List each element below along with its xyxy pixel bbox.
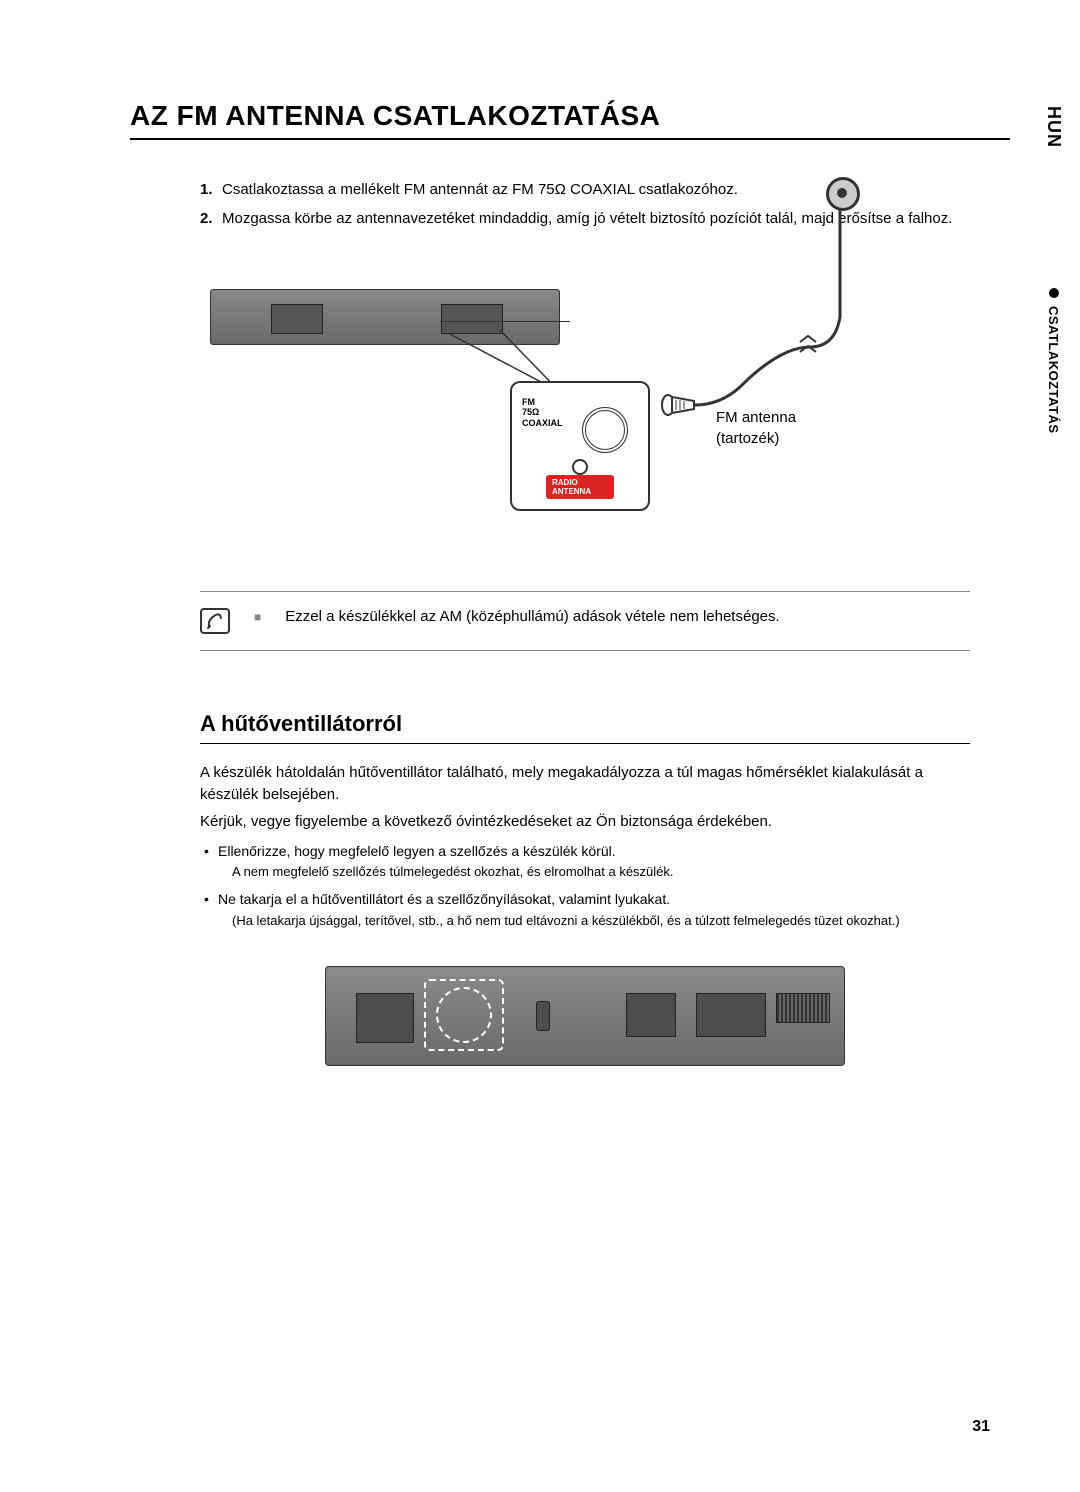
tab-dot-icon <box>1049 288 1059 298</box>
coaxial-port-icon <box>582 407 628 453</box>
antenna-diagram: FM 75Ω COAXIAL RADIO ANTENNA FM antenna … <box>200 261 970 541</box>
list-item: Ellenőrizze, hogy megfelelő legyen a sze… <box>204 841 970 881</box>
antenna-tip-icon <box>826 177 860 211</box>
antenna-wire-illustration <box>690 187 870 417</box>
note-row: ■ Ezzel a készülékkel az AM (középhullám… <box>200 591 970 651</box>
step-number: 1. <box>200 178 213 201</box>
language-tab: HUN <box>1043 106 1064 148</box>
page-title: AZ FM ANTENNA CSATLAKOZTATÁSA <box>130 100 1010 140</box>
section-tab: CSATLAKOZTATÁS <box>1046 288 1061 434</box>
device-rear-fan-illustration <box>325 966 845 1066</box>
port-icon <box>536 1001 550 1031</box>
body-paragraph: Kérjük, vegye figyelembe a következő óvi… <box>200 811 970 834</box>
section-subtitle: A hűtőventillátorról <box>200 711 970 744</box>
list-item-sub: A nem megfelelő szellőzés túlmelegedést … <box>218 863 970 881</box>
screw-icon <box>572 459 588 475</box>
fm-antenna-caption: FM antenna (tartozék) <box>716 407 796 449</box>
note-bullet-icon: ■ <box>254 610 261 624</box>
speaker-out-block <box>356 993 414 1043</box>
port-block <box>626 993 676 1037</box>
fan-icon <box>436 987 492 1043</box>
precaution-list: Ellenőrizze, hogy megfelelő legyen a sze… <box>204 841 970 930</box>
list-item-sub: (Ha letakarja újsággal, terítővel, stb.,… <box>218 912 970 930</box>
body-paragraph: A készülék hátoldalán hűtőventillátor ta… <box>200 762 970 807</box>
step-number: 2. <box>200 207 213 230</box>
fan-diagram <box>200 966 970 1096</box>
port-callout: FM 75Ω COAXIAL RADIO ANTENNA <box>510 381 650 511</box>
radio-antenna-chip: RADIO ANTENNA <box>546 475 614 499</box>
list-item: Ne takarja el a hűtőventillátort és a sz… <box>204 889 970 929</box>
note-text: Ezzel a készülékkel az AM (középhullámú)… <box>285 608 779 625</box>
page-number: 31 <box>972 1418 990 1436</box>
note-icon <box>200 608 230 634</box>
content-area: 1. Csatlakoztassa a mellékelt FM antenná… <box>200 178 970 1096</box>
step-text: Csatlakoztassa a mellékelt FM antennát a… <box>222 181 738 198</box>
side-tabs: HUN CSATLAKOZTATÁS <box>1043 106 1064 434</box>
scart-port-icon <box>776 993 830 1023</box>
port-block <box>696 993 766 1037</box>
